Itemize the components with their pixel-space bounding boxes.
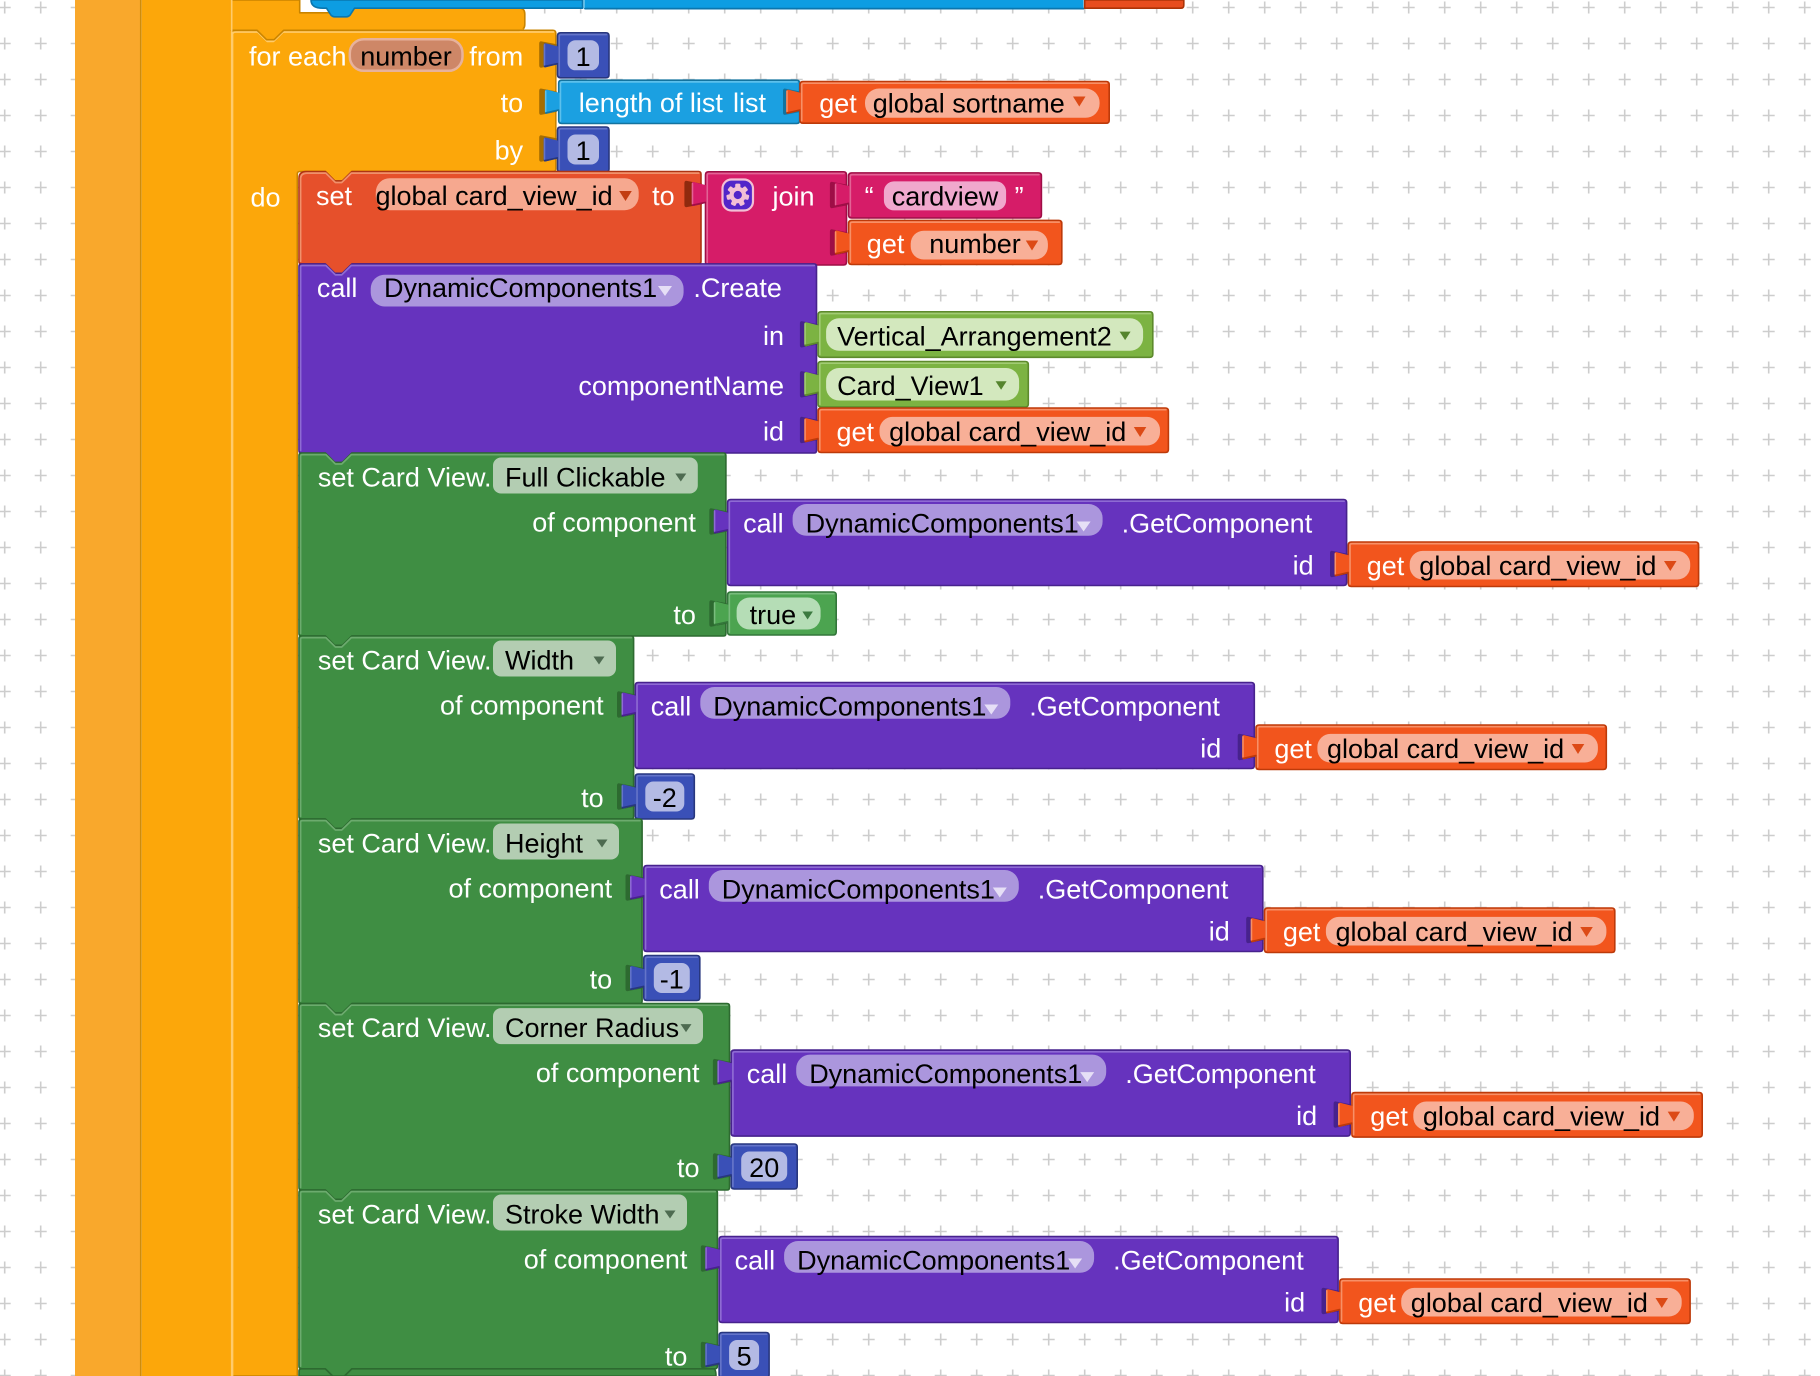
svg-text:get: get: [867, 229, 905, 259]
svg-text:1: 1: [576, 136, 591, 166]
svg-text:global card_view_id: global card_view_id: [1419, 551, 1656, 581]
svg-text:set Card View.: set Card View.: [318, 646, 492, 676]
svg-text:id: id: [1209, 917, 1230, 947]
svg-text:Full Clickable: Full Clickable: [505, 463, 666, 493]
svg-text:get: get: [1367, 551, 1405, 581]
svg-text:get: get: [1358, 1288, 1396, 1318]
svg-text:.GetComponent: .GetComponent: [1038, 875, 1229, 905]
svg-text:DynamicComponents1: DynamicComponents1: [797, 1246, 1070, 1276]
svg-text:global card_view_id: global card_view_id: [1336, 917, 1573, 947]
svg-text:get: get: [1274, 734, 1312, 764]
svg-text:“: “: [865, 182, 874, 212]
svg-text:global card_view_id: global card_view_id: [1423, 1102, 1660, 1132]
svg-text:componentName: componentName: [578, 371, 784, 401]
svg-text:set: set: [316, 181, 353, 211]
svg-text:to: to: [652, 181, 675, 211]
svg-text:DynamicComponents1: DynamicComponents1: [809, 1059, 1082, 1089]
svg-text:set Card View.: set Card View.: [318, 829, 492, 859]
svg-text:number: number: [929, 229, 1021, 259]
svg-text:call: call: [317, 273, 358, 303]
svg-text:to: to: [673, 600, 696, 630]
svg-text:of component: of component: [532, 508, 696, 538]
svg-text:id: id: [1296, 1101, 1317, 1131]
svg-text:id: id: [1284, 1288, 1305, 1318]
svg-text:DynamicComponents1: DynamicComponents1: [384, 273, 657, 303]
svg-text:-1: -1: [660, 965, 684, 995]
svg-text:join: join: [772, 182, 815, 212]
svg-text:global card_view_id: global card_view_id: [376, 181, 613, 211]
svg-text:get: get: [1370, 1102, 1408, 1132]
svg-text:call: call: [743, 509, 784, 539]
svg-text:.GetComponent: .GetComponent: [1113, 1246, 1304, 1276]
svg-text:call: call: [747, 1059, 788, 1089]
svg-text:.GetComponent: .GetComponent: [1122, 509, 1313, 539]
svg-text:global sortname: global sortname: [873, 89, 1065, 119]
svg-text:to: to: [581, 783, 604, 813]
svg-text:by: by: [495, 136, 524, 166]
svg-text:call: call: [659, 875, 700, 905]
svg-text:DynamicComponents1: DynamicComponents1: [722, 875, 995, 905]
svg-text:id: id: [1200, 734, 1221, 764]
svg-text:to: to: [677, 1153, 700, 1183]
svg-text:5: 5: [737, 1342, 752, 1372]
svg-text:DynamicComponents1: DynamicComponents1: [806, 509, 1079, 539]
svg-text:get: get: [837, 417, 875, 447]
svg-text:for each: for each: [249, 42, 347, 72]
svg-text:of component: of component: [524, 1245, 688, 1275]
svg-text:-2: -2: [653, 783, 677, 813]
svg-text:to: to: [665, 1342, 688, 1372]
svg-text:of component: of component: [448, 874, 612, 904]
svg-text:set Card View.: set Card View.: [318, 463, 492, 493]
svg-text:of component: of component: [536, 1058, 700, 1088]
svg-text:1: 1: [576, 42, 591, 72]
svg-text:in: in: [763, 321, 784, 351]
svg-text:global card_view_id: global card_view_id: [1327, 734, 1564, 764]
svg-text:Card_View1: Card_View1: [837, 371, 984, 401]
svg-text:Width: Width: [505, 646, 574, 676]
svg-text:set Card View.: set Card View.: [318, 1013, 492, 1043]
svg-text:.GetComponent: .GetComponent: [1029, 692, 1220, 722]
svg-text:Vertical_Arrangement2: Vertical_Arrangement2: [837, 321, 1112, 351]
svg-text:global card_view_id: global card_view_id: [889, 417, 1126, 447]
svg-text:set Card View.: set Card View.: [318, 1200, 492, 1230]
svg-text:Height: Height: [505, 829, 584, 859]
svg-text:cardview: cardview: [892, 182, 999, 212]
svg-text:to: to: [590, 965, 613, 995]
svg-text:20: 20: [749, 1153, 779, 1183]
svg-text:length of list: length of list: [579, 88, 724, 118]
svg-text:do: do: [250, 183, 280, 213]
svg-text:Corner Radius: Corner Radius: [505, 1013, 679, 1043]
svg-text:.GetComponent: .GetComponent: [1125, 1059, 1316, 1089]
svg-text:Stroke Width: Stroke Width: [505, 1200, 660, 1230]
svg-text:get: get: [819, 89, 857, 119]
svg-text:id: id: [763, 417, 784, 447]
svg-text:call: call: [735, 1246, 776, 1276]
svg-text:DynamicComponents1: DynamicComponents1: [713, 692, 986, 722]
svg-text:global card_view_id: global card_view_id: [1411, 1288, 1648, 1318]
svg-text:id: id: [1293, 551, 1314, 581]
svg-text:.Create: .Create: [693, 273, 782, 303]
svg-text:of component: of component: [440, 691, 604, 721]
svg-text:list: list: [733, 88, 766, 118]
svg-text:true: true: [750, 600, 797, 630]
svg-text:call: call: [651, 692, 692, 722]
svg-text:from: from: [469, 42, 523, 72]
svg-text:”: ”: [1015, 182, 1024, 212]
svg-text:number: number: [360, 42, 452, 72]
svg-text:to: to: [501, 88, 524, 118]
svg-text:get: get: [1283, 917, 1321, 947]
